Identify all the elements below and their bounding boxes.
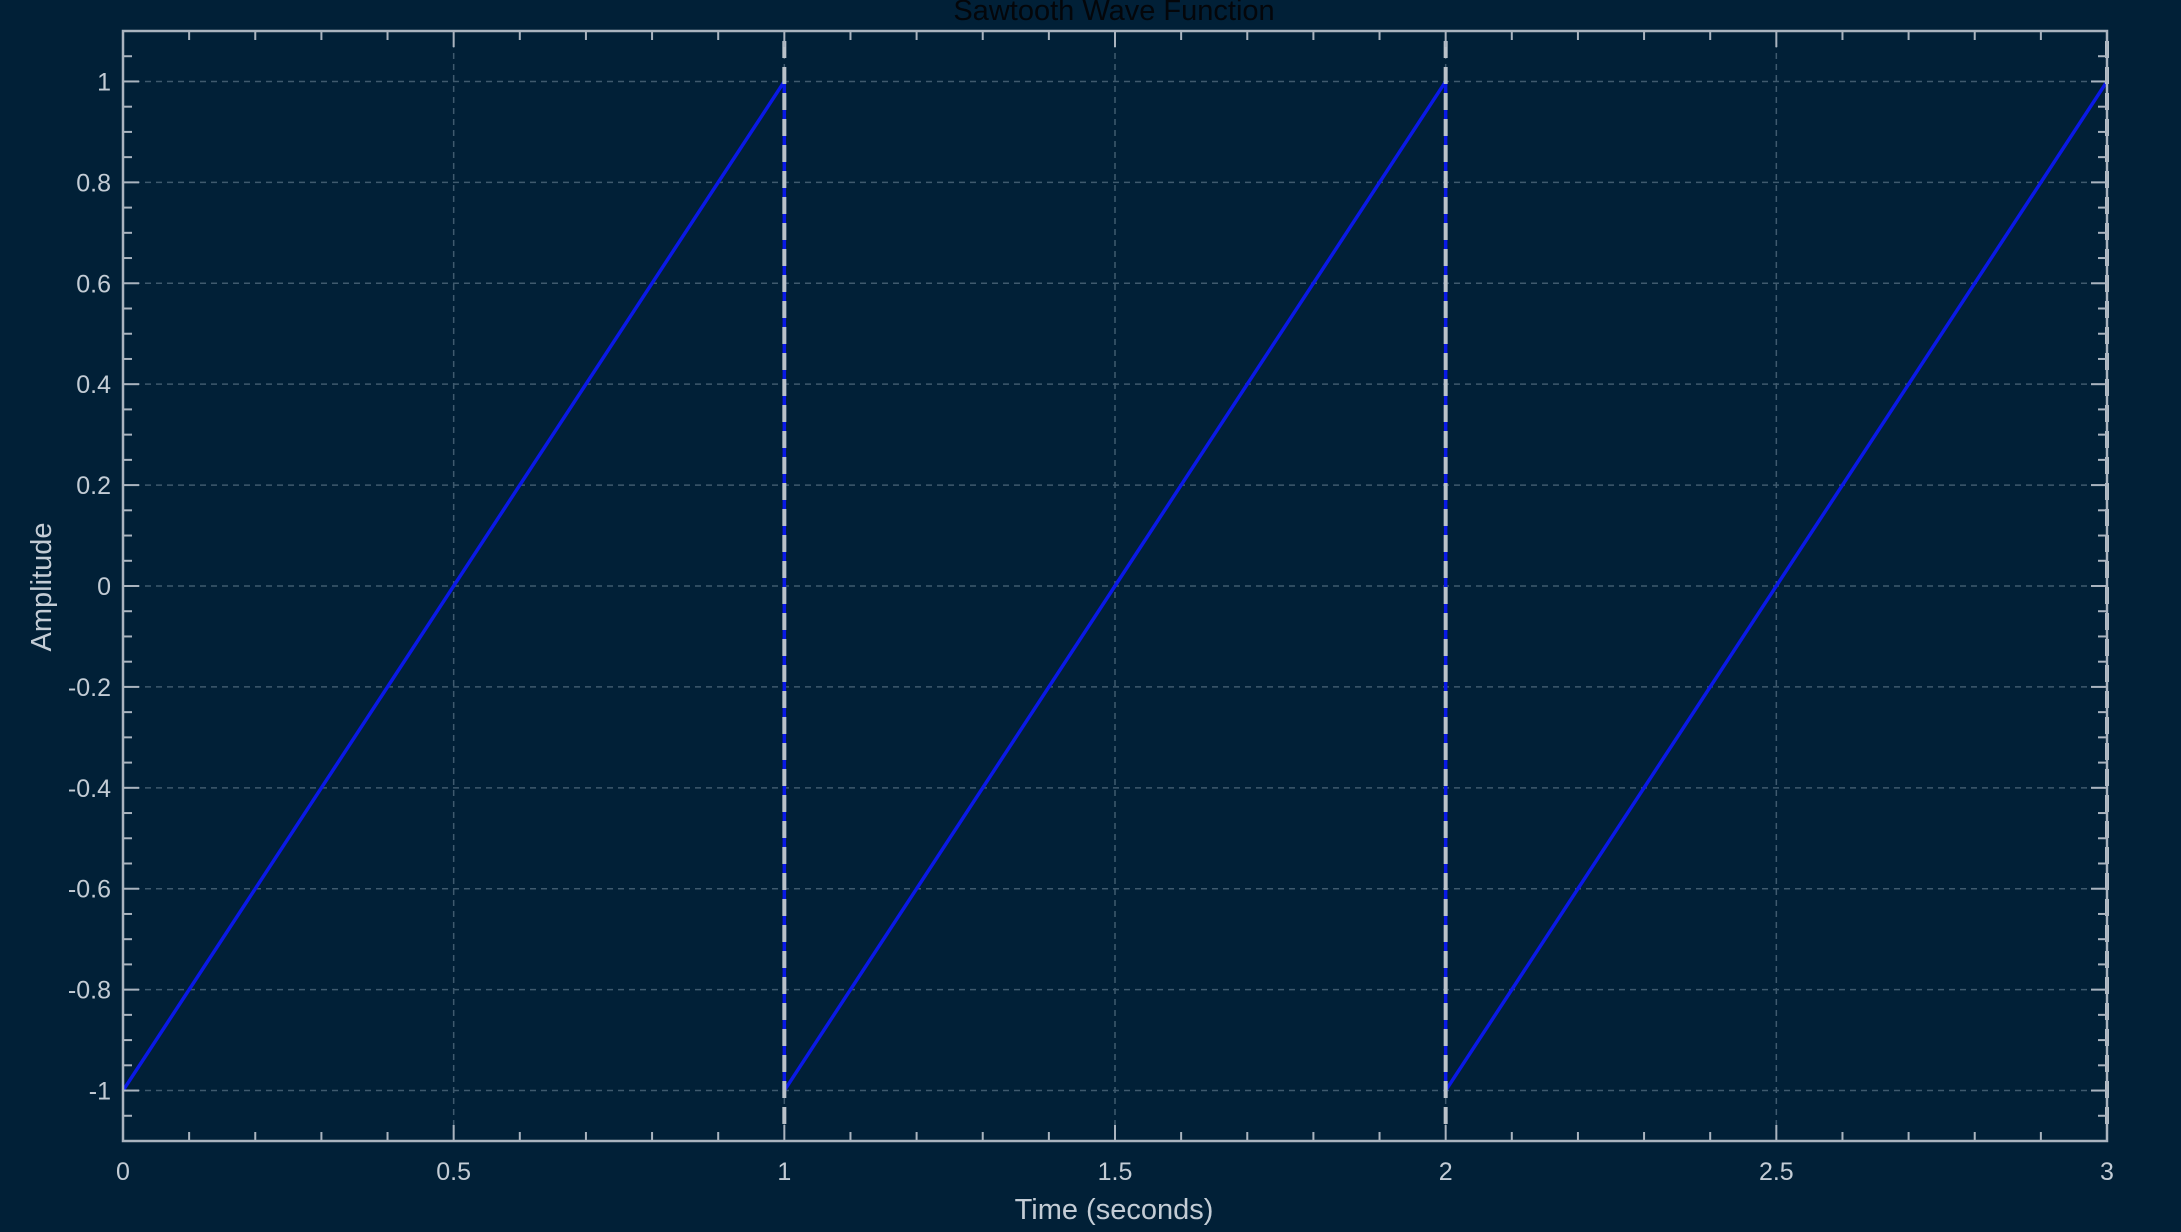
y-tick-label: -0.4 [68,775,111,803]
y-tick-label: -0.8 [68,977,111,1005]
y-tick-label: -0.6 [68,876,111,904]
y-tick-label: 1 [97,68,111,96]
y-axis-title: Amplitude [26,523,58,652]
axes-layer [121,29,2109,1143]
y-tick-label: 0.2 [76,472,111,500]
x-tick-label: 0 [116,1158,130,1186]
x-tick-label: 3 [2100,1158,2114,1186]
y-tick-label: 0 [97,573,111,601]
y-tick-label: -1 [89,1078,111,1106]
y-tick-label: -0.2 [68,674,111,702]
y-tick-label: 0.4 [76,371,111,399]
y-tick-label: 0.6 [76,270,111,298]
series-layer [121,75,2109,1097]
chart-title: Sawtooth Wave Function [953,0,1274,27]
x-tick-label: 2.5 [1759,1158,1794,1186]
x-tick-label: 0.5 [436,1158,471,1186]
x-tick-label: 2 [1439,1158,1453,1186]
series-line-0 [121,75,2109,1097]
x-tick-label: 1.5 [1098,1158,1133,1186]
x-tick-label: 1 [777,1158,791,1186]
y-tick-label: 0.8 [76,169,111,197]
x-axis-title: Time (seconds) [1015,1194,1214,1226]
labels-layer: 0 0.5 1 1.5 2 2.5 3 -1 -0.8 -0.6 -0.4 -0.2 0 0.2 0.4 0.… [68,68,2114,1186]
